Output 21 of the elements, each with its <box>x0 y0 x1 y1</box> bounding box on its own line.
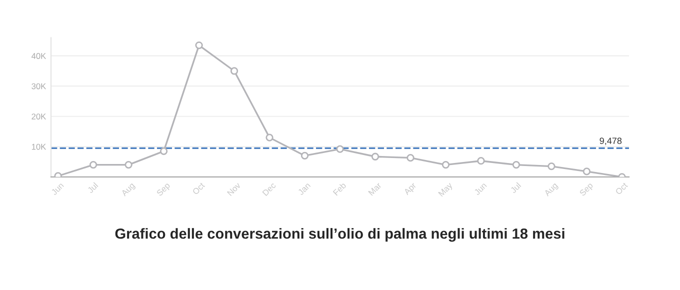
point <box>406 154 414 162</box>
point <box>160 147 168 155</box>
point <box>195 41 203 50</box>
point <box>336 145 344 153</box>
point <box>442 160 450 169</box>
point <box>89 160 98 169</box>
y-tick-label: 20K <box>32 114 46 120</box>
point <box>300 152 309 160</box>
point <box>548 162 556 170</box>
y-tick-label: 30K <box>32 83 46 90</box>
point <box>477 157 485 165</box>
point <box>124 160 132 169</box>
point <box>230 67 238 75</box>
point <box>582 168 591 176</box>
y-tick-label: 10K <box>32 144 46 150</box>
point <box>371 152 380 160</box>
point <box>266 134 274 142</box>
ref-line-label: 9,478 <box>600 138 622 146</box>
point <box>512 160 520 169</box>
y-tick-label: 40K <box>32 53 46 59</box>
text: Grafico delle conversazioni sull’olio di palma negli ultimi 18 mesi <box>115 228 564 242</box>
